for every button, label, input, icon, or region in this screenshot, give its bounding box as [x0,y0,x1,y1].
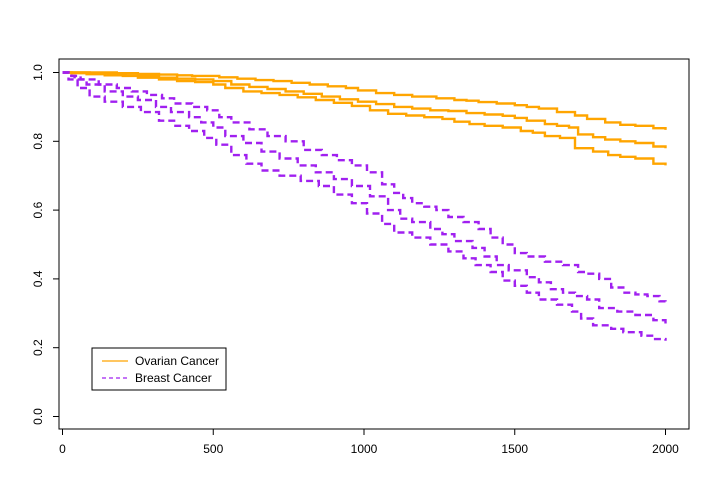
legend-box [91,347,227,391]
x-axis: 0 500 1000 1500 2000 [59,428,679,456]
x-tick-label: 1500 [501,442,528,456]
series-layer [62,71,667,341]
x-tick-label: 500 [203,442,223,456]
series-line-breast-cancer-upper [62,71,667,303]
series-line-ovarian-cancer-estimate [62,71,667,149]
y-tick-label: 0.0 [31,408,45,425]
series-line-breast-cancer-estimate [62,71,667,324]
y-axis: 0.0 0.2 0.4 0.6 0.8 1.0 [31,64,60,425]
x-tick-label: 1000 [351,442,378,456]
y-tick-label: 0.2 [31,339,45,356]
series-line-ovarian-cancer-upper [62,71,667,130]
y-tick-label: 0.4 [31,270,45,287]
series-line-breast-cancer-lower [62,71,667,341]
x-tick-label: 2000 [652,442,679,456]
y-tick-label: 1.0 [31,64,45,81]
legend-ovarian-label: Ovarian Cancer [135,354,219,368]
y-tick-label: 0.6 [31,201,45,218]
y-tick-label: 0.8 [31,133,45,150]
legend: Ovarian Cancer Breast Cancer [91,347,227,391]
legend-breast-label: Breast Cancer [135,371,212,385]
x-tick-label: 0 [59,442,66,456]
series-line-ovarian-cancer-lower [62,71,667,166]
